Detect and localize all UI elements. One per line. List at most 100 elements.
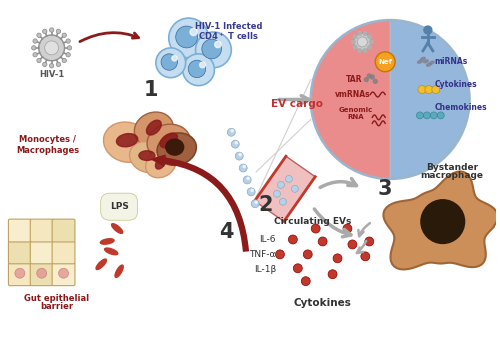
Circle shape — [33, 53, 38, 57]
Ellipse shape — [116, 133, 138, 147]
Circle shape — [358, 37, 368, 47]
Circle shape — [374, 80, 377, 83]
Circle shape — [328, 270, 337, 279]
Circle shape — [418, 86, 426, 94]
Circle shape — [15, 268, 25, 278]
Text: HIV-1 Infected: HIV-1 Infected — [194, 22, 262, 31]
Circle shape — [348, 240, 357, 249]
Ellipse shape — [134, 112, 173, 147]
Circle shape — [361, 252, 370, 261]
Circle shape — [44, 41, 59, 55]
Text: CD4$^+$ T cells: CD4$^+$ T cells — [198, 30, 259, 42]
Circle shape — [274, 190, 280, 197]
Circle shape — [38, 35, 64, 61]
Circle shape — [276, 250, 284, 259]
Circle shape — [304, 250, 312, 259]
Circle shape — [424, 26, 432, 34]
Ellipse shape — [139, 151, 155, 160]
Text: 2: 2 — [259, 195, 274, 215]
Text: Chemokines: Chemokines — [435, 103, 488, 112]
Circle shape — [251, 200, 259, 208]
Circle shape — [62, 58, 66, 63]
Ellipse shape — [157, 133, 196, 165]
Text: IL-6: IL-6 — [260, 235, 276, 244]
Ellipse shape — [96, 259, 106, 270]
Circle shape — [368, 45, 372, 49]
Circle shape — [288, 235, 298, 244]
Text: vmRNAs: vmRNAs — [334, 90, 370, 99]
Text: IL-1β: IL-1β — [254, 265, 276, 274]
Circle shape — [239, 153, 242, 156]
Circle shape — [294, 264, 302, 273]
Text: Cytokines: Cytokines — [435, 80, 478, 89]
Wedge shape — [310, 20, 390, 179]
Circle shape — [251, 189, 254, 191]
Circle shape — [169, 18, 208, 58]
Circle shape — [343, 224, 352, 233]
Ellipse shape — [100, 239, 114, 244]
Circle shape — [364, 32, 367, 35]
Text: Cytokines: Cytokines — [294, 298, 352, 308]
Wedge shape — [390, 20, 469, 179]
Circle shape — [42, 62, 47, 67]
Ellipse shape — [156, 156, 166, 169]
Circle shape — [370, 40, 373, 44]
FancyBboxPatch shape — [52, 219, 75, 242]
Circle shape — [196, 32, 232, 68]
Circle shape — [232, 140, 239, 148]
Circle shape — [278, 181, 284, 188]
Circle shape — [239, 164, 247, 172]
Text: TAR: TAR — [346, 75, 362, 84]
Text: 1: 1 — [144, 80, 158, 99]
Circle shape — [50, 64, 54, 68]
Circle shape — [352, 40, 355, 44]
Circle shape — [376, 52, 395, 72]
Circle shape — [358, 32, 362, 35]
Circle shape — [358, 49, 362, 52]
Circle shape — [190, 28, 197, 36]
Circle shape — [33, 39, 38, 43]
Text: 3: 3 — [378, 179, 392, 199]
Ellipse shape — [420, 57, 426, 60]
FancyBboxPatch shape — [52, 241, 75, 264]
Circle shape — [231, 130, 234, 132]
Circle shape — [58, 268, 68, 278]
Ellipse shape — [115, 265, 123, 277]
Text: Nef: Nef — [378, 59, 392, 65]
Ellipse shape — [418, 60, 422, 63]
Ellipse shape — [130, 142, 164, 173]
Circle shape — [424, 112, 430, 119]
Ellipse shape — [146, 150, 176, 178]
Text: Genomic
RNA: Genomic RNA — [338, 107, 372, 120]
Text: Gut epithelial: Gut epithelial — [24, 294, 89, 303]
Circle shape — [214, 41, 221, 48]
Circle shape — [255, 201, 258, 204]
Text: macrophage: macrophage — [420, 171, 483, 180]
Text: HIV-1: HIV-1 — [39, 70, 64, 79]
Circle shape — [182, 54, 214, 86]
Circle shape — [36, 268, 46, 278]
Ellipse shape — [104, 248, 118, 255]
Circle shape — [68, 46, 71, 50]
Text: Monocytes /
Macrophages: Monocytes / Macrophages — [16, 135, 79, 155]
Circle shape — [66, 39, 70, 43]
Circle shape — [318, 237, 327, 246]
Circle shape — [50, 28, 54, 32]
Circle shape — [62, 33, 66, 37]
Circle shape — [354, 45, 357, 49]
Circle shape — [430, 112, 438, 119]
FancyBboxPatch shape — [30, 219, 53, 242]
Circle shape — [243, 165, 246, 168]
Ellipse shape — [112, 224, 122, 234]
Ellipse shape — [146, 120, 162, 135]
Circle shape — [202, 39, 222, 59]
Polygon shape — [254, 156, 315, 221]
Circle shape — [438, 112, 444, 119]
Circle shape — [56, 62, 60, 67]
Circle shape — [247, 188, 255, 196]
Ellipse shape — [147, 124, 190, 160]
Circle shape — [354, 35, 357, 38]
Circle shape — [37, 58, 41, 63]
FancyBboxPatch shape — [8, 241, 32, 264]
Text: Bystander: Bystander — [426, 163, 478, 172]
